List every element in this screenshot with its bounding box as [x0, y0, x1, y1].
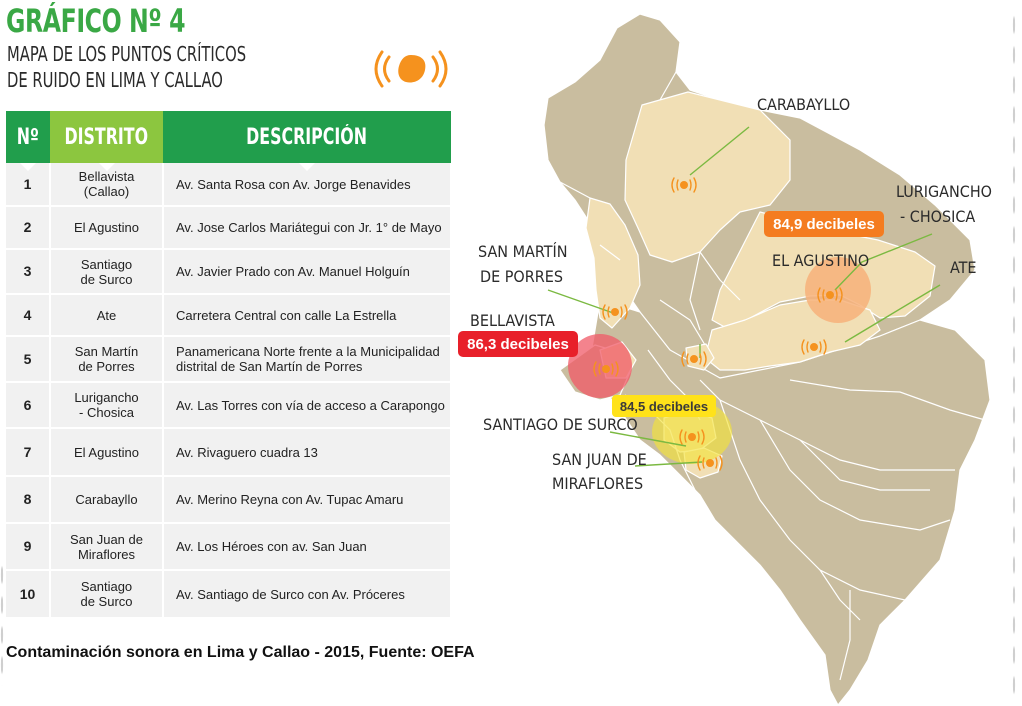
column-header-description: DESCRIPCIÓN: [163, 111, 451, 171]
table-row: 5 San Martín de Porres Panamericana Norte f…: [6, 336, 452, 383]
row-district: Santiago de Surco: [50, 249, 164, 295]
row-district: San Juan de Miraflores: [50, 523, 164, 571]
row-description: Panamericana Norte frente a la Municipal…: [163, 336, 452, 383]
table-row: 9 San Juan de Miraflores Av. Los Héroes con…: [6, 523, 452, 571]
label-smp-2: DE PORRES: [480, 267, 563, 286]
row-district: Ate: [50, 294, 164, 337]
decorative-dots-right: [1012, 10, 1016, 696]
row-district: Santiago de Surco: [50, 570, 164, 619]
label-el-agustino: EL AGUSTINO: [772, 251, 869, 270]
subtitle-line-2: DE RUIDO EN LIMA Y CALLAO: [7, 68, 223, 92]
row-number: 9: [6, 523, 51, 571]
row-number: 6: [6, 382, 51, 429]
label-lurigancho-2: - CHOSICA: [900, 207, 975, 226]
column-header-district: DISTRITO: [50, 111, 163, 171]
badge-surco: 84,5 decibeles: [620, 399, 708, 414]
row-number: 3: [6, 249, 51, 295]
noise-icon: [593, 177, 843, 471]
noise-points-table: Nº DISTRITO DESCRIPCIÓN 1 Bellavista (Call…: [6, 111, 452, 619]
row-description: Av. Javier Prado con Av. Manuel Holguín: [163, 249, 452, 295]
row-description: Av. Santiago de Surco con Av. Próceres: [163, 570, 452, 619]
row-description: Av. Merino Reyna con Av. Tupac Amaru: [163, 476, 452, 524]
row-description: Av. Las Torres con vía de acceso a Carap…: [163, 382, 452, 429]
badge-bellavista: 86,3 decibeles: [467, 336, 569, 353]
label-ate: ATE: [950, 258, 976, 277]
row-district: El Agustino: [50, 428, 164, 477]
label-bellavista: BELLAVISTA: [470, 311, 555, 330]
row-number: 5: [6, 336, 51, 383]
row-number: 4: [6, 294, 51, 337]
badge-el-agustino: 84,9 decibeles: [773, 216, 875, 233]
row-district: Bellavista (Callao): [50, 163, 164, 207]
table-row: 2 El Agustino Av. Jose Carlos Mariátegui c…: [6, 206, 452, 250]
table-row: 8 Carabayllo Av. Merino Reyna con Av. Tupa…: [6, 476, 452, 524]
label-smp-1: SAN MARTÍN: [478, 242, 568, 261]
row-number: 8: [6, 476, 51, 524]
table-row: 3 Santiago de Surco Av. Javier Prado con Av…: [6, 249, 452, 295]
table-row: 4 Ate Carretera Central con calle La Estre…: [6, 294, 452, 337]
noise-glow-el-agustino: [805, 257, 871, 323]
label-sjm-2: MIRAFLORES: [552, 474, 643, 493]
row-description: Av. Rivaguero cuadra 13: [163, 428, 452, 477]
row-district: Lurigancho - Chosica: [50, 382, 164, 429]
table-row: 7 El Agustino Av. Rivaguero cuadra 13: [6, 428, 452, 477]
table-row: 6 Lurigancho - Chosica Av. Las Torres con v…: [6, 382, 452, 429]
row-description: Carretera Central con calle La Estrella: [163, 294, 452, 337]
row-description: Av. Jose Carlos Mariátegui con Jr. 1° de…: [163, 206, 452, 250]
row-number: 1: [6, 163, 51, 207]
badge-bellavista-bg: [458, 331, 578, 357]
column-header-number: Nº: [6, 111, 50, 171]
row-number: 10: [6, 570, 51, 619]
row-district: Carabayllo: [50, 476, 164, 524]
label-sjm-1: SAN JUAN DE: [552, 450, 647, 469]
source-caption: Contaminación sonora en Lima y Callao - …: [6, 644, 475, 661]
label-lurigancho-1: LURIGANCHO: [896, 182, 992, 201]
row-district: San Martín de Porres: [50, 336, 164, 383]
table-row: 10 Santiago de Surco Av. Santiago de Surco …: [6, 570, 452, 619]
row-district: El Agustino: [50, 206, 164, 250]
sound-waves-icon: [374, 50, 448, 88]
decorative-dots-left: [0, 560, 4, 686]
badge-el-agustino-bg: [764, 211, 884, 237]
table-row: 1 Bellavista (Callao) Av. Santa Rosa con Av…: [6, 163, 452, 207]
map-district-carabayllo: [624, 91, 791, 263]
page-title: GRÁFICO Nº 4: [6, 2, 186, 40]
row-number: 2: [6, 206, 51, 250]
label-surco: SANTIAGO DE SURCO: [483, 415, 638, 434]
row-description: Av. Los Héroes con av. San Juan: [163, 523, 452, 571]
map-district-san-martin-de-porres: [585, 197, 641, 329]
row-number: 7: [6, 428, 51, 477]
subtitle-line-1: MAPA DE LOS PUNTOS CRÍTICOS: [7, 42, 247, 66]
label-carabayllo: CARABAYLLO: [757, 95, 850, 114]
lima-callao-map: CARABAYLLO LURIGANCHO - CHOSICA EL AGUST…: [458, 13, 992, 706]
badge-surco-bg: [612, 395, 716, 417]
